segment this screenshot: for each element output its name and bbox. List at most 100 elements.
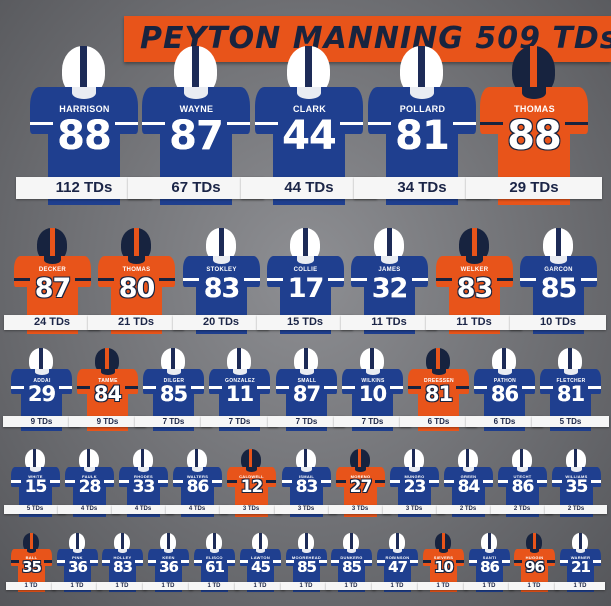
sleeve-stripe bbox=[11, 560, 19, 564]
jersey-number: 81 bbox=[424, 382, 453, 406]
td-count-label: 7 TDs bbox=[334, 416, 411, 427]
player-name: SIEVERS bbox=[433, 555, 454, 560]
td-count-label: 1 TD bbox=[372, 582, 422, 590]
jersey-sleeve bbox=[560, 549, 568, 567]
helmet-stripe bbox=[574, 449, 577, 471]
jersey-body: LAWTON 45 bbox=[240, 549, 281, 592]
sleeve-stripe bbox=[410, 560, 418, 564]
jersey-collar bbox=[522, 87, 546, 99]
jersey-sleeve bbox=[375, 467, 385, 487]
player-name: THOMAS bbox=[122, 267, 151, 273]
jersey-number: 80 bbox=[118, 273, 156, 304]
sleeve-stripe bbox=[209, 385, 222, 389]
sleeve-stripe bbox=[340, 122, 363, 126]
jersey-collar bbox=[73, 549, 82, 553]
player-name: HUGGIN bbox=[525, 555, 544, 560]
player-name: WELKER bbox=[460, 267, 489, 273]
player-name: THOMAS bbox=[514, 104, 555, 114]
td-count-label: 11 TDs bbox=[341, 315, 437, 330]
player-name: RHODES bbox=[134, 474, 153, 479]
jersey-sleeve bbox=[266, 467, 276, 487]
sleeve-stripe bbox=[331, 560, 339, 564]
td-count-label: 1 TD bbox=[52, 582, 102, 590]
jersey-number: 35 bbox=[565, 477, 589, 497]
jersey-collar bbox=[432, 369, 446, 375]
sleeve-stripe bbox=[342, 385, 355, 389]
helmet-stripe bbox=[533, 533, 536, 552]
sleeve-stripe bbox=[276, 385, 289, 389]
jersey-sleeve bbox=[102, 549, 110, 567]
jersey-sleeve bbox=[364, 549, 372, 567]
jersey-number: 83 bbox=[113, 558, 133, 576]
jersey-sleeve bbox=[412, 256, 428, 288]
jersey-collar bbox=[210, 549, 219, 553]
player-jersey: MOOREHEAD 85 1 TD bbox=[281, 533, 331, 595]
jersey-sleeve bbox=[390, 369, 403, 394]
helmet-stripe bbox=[305, 46, 312, 96]
player-jersey: BALL 35 1 TD bbox=[6, 533, 56, 595]
helmet-stripe bbox=[568, 348, 572, 374]
jersey-sleeve bbox=[159, 256, 175, 288]
helmet-stripe bbox=[195, 449, 198, 471]
sleeve-stripe bbox=[375, 480, 385, 483]
jersey-collar bbox=[30, 467, 41, 472]
jersey-collar bbox=[530, 549, 539, 553]
jersey-sleeve bbox=[328, 256, 344, 288]
td-count-label: 5 TDs bbox=[4, 505, 66, 514]
jersey-collar bbox=[27, 549, 36, 553]
player-jersey: HUGGIN 96 1 TD bbox=[509, 533, 559, 595]
sleeve-stripe bbox=[456, 385, 469, 389]
helmet-stripe bbox=[33, 449, 36, 471]
jersey-number: 87 bbox=[34, 273, 72, 304]
jersey-number: 27 bbox=[349, 477, 373, 497]
td-count-label: 1 TD bbox=[326, 582, 376, 590]
jersey-sleeve bbox=[11, 467, 21, 487]
player-jersey: WILKINS 10 7 TDs bbox=[334, 348, 411, 436]
td-count-label: 4 TDs bbox=[112, 505, 174, 514]
td-count-label: 2 TDs bbox=[545, 505, 607, 514]
player-jersey: PATHON 86 6 TDs bbox=[466, 348, 543, 436]
td-count-label: 7 TDs bbox=[268, 416, 345, 427]
sleeve-stripe bbox=[522, 385, 535, 389]
sleeve-stripe bbox=[50, 480, 60, 483]
jersey-sleeve bbox=[469, 549, 477, 567]
helmet-stripe bbox=[249, 449, 252, 471]
player-jersey: DREESSEN 81 6 TDs bbox=[400, 348, 477, 436]
jersey-number: 44 bbox=[282, 113, 337, 159]
helmet-stripe bbox=[105, 348, 109, 374]
jersey-sleeve bbox=[522, 369, 535, 394]
jersey-sleeve bbox=[423, 549, 431, 567]
player-name: ADDAI bbox=[33, 378, 51, 384]
player-name: SMALL bbox=[297, 378, 317, 384]
td-count-label: 29 TDs bbox=[466, 177, 602, 199]
td-count-label: 21 TDs bbox=[88, 315, 184, 330]
jersey-collar bbox=[517, 467, 528, 472]
helmet-icon bbox=[133, 449, 153, 471]
jersey-collar bbox=[297, 256, 314, 264]
td-count-label: 3 TDs bbox=[275, 505, 337, 514]
player-name: CALDWELL bbox=[239, 474, 264, 479]
sleeve-stripe bbox=[423, 560, 431, 564]
jersey-sleeve bbox=[502, 549, 510, 567]
jersey-sleeve bbox=[453, 87, 476, 135]
sleeve-stripe bbox=[143, 385, 156, 389]
helmet-stripe bbox=[579, 533, 582, 552]
helmet-stripe bbox=[39, 348, 43, 374]
td-count-label: 5 TDs bbox=[532, 416, 609, 427]
sleeve-stripe bbox=[502, 560, 510, 564]
jersey-number: 86 bbox=[511, 477, 535, 497]
sleeve-stripe bbox=[44, 560, 52, 564]
jersey-number: 61 bbox=[205, 558, 225, 576]
player-jersey: STOKLEY 83 20 TDs bbox=[173, 228, 269, 340]
jersey-body: ROBINSON 47 bbox=[377, 549, 418, 592]
player-name: COLLIE bbox=[293, 267, 318, 273]
player-jersey: WAYNE 87 67 TDs bbox=[128, 46, 264, 214]
sleeve-stripe bbox=[412, 278, 428, 282]
jersey-number: 11 bbox=[225, 382, 254, 406]
helmet-stripe bbox=[442, 533, 445, 552]
helmet-stripe bbox=[304, 348, 308, 374]
player-name: GREEN bbox=[460, 474, 477, 479]
jersey-sleeve bbox=[57, 549, 65, 567]
player-jersey: ADDAI 29 9 TDs bbox=[3, 348, 80, 436]
td-count-label: 9 TDs bbox=[69, 416, 146, 427]
